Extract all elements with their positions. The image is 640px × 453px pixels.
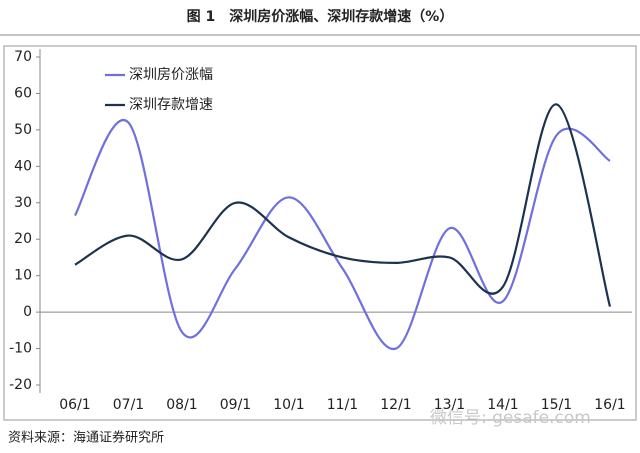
legend-label: 深圳房价涨幅 [129,67,213,83]
x-tick-label: 15/1 [541,397,572,413]
legend-label: 深圳存款增速 [129,97,213,113]
chart-title: 图 1 深圳房价涨幅、深圳存款增速（%） [187,8,454,25]
x-tick-label: 07/1 [113,397,144,413]
y-tick-label: 60 [14,85,32,101]
x-tick-label: 11/1 [327,397,358,413]
source-note: 资料来源：海通证券研究所 [8,430,164,446]
y-tick-label: 30 [14,195,32,211]
y-tick-label: 0 [23,304,32,320]
x-tick-label: 13/1 [434,397,465,413]
y-tick-label: -20 [9,377,32,393]
x-tick-label: 12/1 [380,397,411,413]
y-tick-label: 10 [14,268,32,284]
line-series [74,118,611,350]
y-tick-label: 70 [14,49,32,65]
x-tick-label: 10/1 [273,397,304,413]
watermark: 微信号: gesafe.com [430,408,591,428]
chart-frame [3,45,637,421]
x-tick-label: 16/1 [594,397,625,413]
y-tick-label: 50 [14,122,32,138]
y-tick-label: -10 [9,341,32,357]
y-tick-label: 20 [14,231,32,247]
x-tick-label: 09/1 [220,397,251,413]
x-tick-label: 06/1 [59,397,90,413]
x-tick-label: 14/1 [487,397,518,413]
x-tick-label: 08/1 [166,397,197,413]
line-series [74,103,612,307]
y-tick-label: 40 [14,158,32,174]
